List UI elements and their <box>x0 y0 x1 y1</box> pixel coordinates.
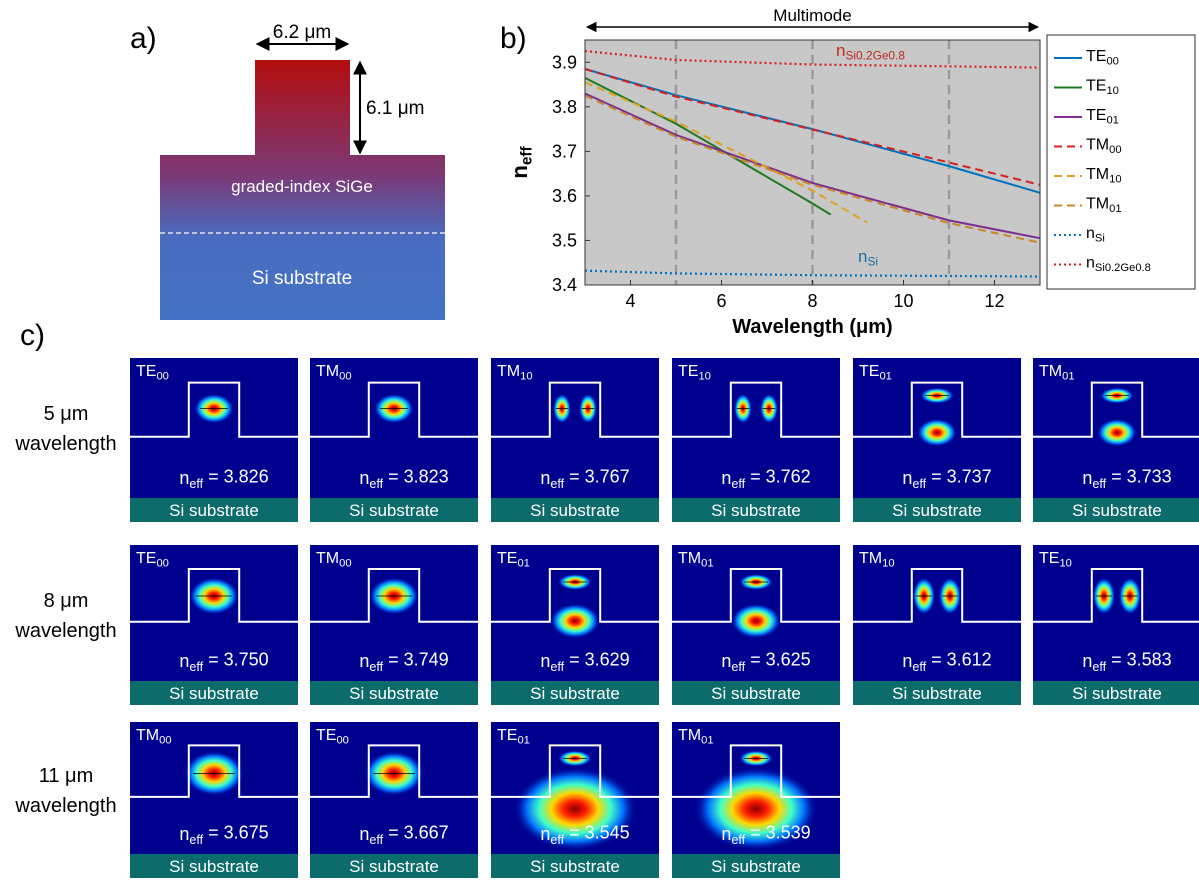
panel-label: a) <box>130 22 157 55</box>
substrate-label: Si substrate <box>530 501 620 520</box>
mode-field <box>550 604 600 639</box>
chart: 4 6 8 10 12 3.4 3.5 3.6 3.7 3.8 3.9 Wavelength (μm)… <box>507 6 1195 338</box>
x-tick-label: 8 <box>807 291 817 311</box>
substrate-label: Si substrate <box>1072 501 1162 520</box>
y-tick-label: 3.8 <box>552 97 577 117</box>
y-axis-label: neff <box>507 145 536 178</box>
y-tick-label: 3.6 <box>552 186 577 206</box>
y-tick-label: 3.4 <box>552 275 577 295</box>
row-label: 11 μm <box>39 765 94 787</box>
layer-label: graded-index SiGe <box>231 177 373 196</box>
y-tick-label: 3.5 <box>552 230 577 250</box>
y-tick-label: 3.9 <box>552 52 577 72</box>
figure: a) 6.2 μm 6.1 μm graded-index SiGe Si su… <box>0 0 1199 881</box>
mode-field <box>1097 419 1137 447</box>
substrate-label: Si substrate <box>1072 684 1162 703</box>
substrate-label: Si substrate <box>711 857 801 876</box>
substrate-label: Si substrate <box>892 501 982 520</box>
x-tick-label: 4 <box>625 291 635 311</box>
legend <box>1047 35 1195 289</box>
panel-label: b) <box>500 22 527 55</box>
row-label: 8 μm <box>44 590 89 612</box>
substrate-label: Si substrate <box>349 684 439 703</box>
mode-field <box>731 604 781 639</box>
substrate-label: Si substrate <box>530 857 620 876</box>
substrate-label: Si substrate <box>169 501 259 520</box>
x-tick-label: 10 <box>893 291 913 311</box>
range-label: Multimode <box>773 6 851 25</box>
substrate-label: Si substrate <box>252 268 352 289</box>
substrate-label: Si substrate <box>349 857 439 876</box>
substrate-label: Si substrate <box>169 857 259 876</box>
row-label: 5 μm <box>44 403 89 425</box>
row-caption: wavelength <box>14 795 116 817</box>
x-tick-label: 12 <box>984 291 1004 311</box>
mode-field <box>917 419 957 447</box>
page: {"panel_a": {"label": "a)", "width_label… <box>0 0 1199 881</box>
substrate-label: Si substrate <box>711 501 801 520</box>
substrate-label: Si substrate <box>349 501 439 520</box>
row-caption: wavelength <box>14 433 116 455</box>
substrate-label: Si substrate <box>892 684 982 703</box>
substrate-label: Si substrate <box>169 684 259 703</box>
x-axis-label: Wavelength (μm) <box>732 316 892 338</box>
row-caption: wavelength <box>14 620 116 642</box>
x-tick-label: 6 <box>716 291 726 311</box>
panel-label: c) <box>20 319 45 352</box>
width-label: 6.2 μm <box>273 22 331 43</box>
height-label: 6.1 μm <box>366 98 424 119</box>
y-tick-label: 3.7 <box>552 141 577 161</box>
substrate-label: Si substrate <box>711 684 801 703</box>
substrate-label: Si substrate <box>530 684 620 703</box>
